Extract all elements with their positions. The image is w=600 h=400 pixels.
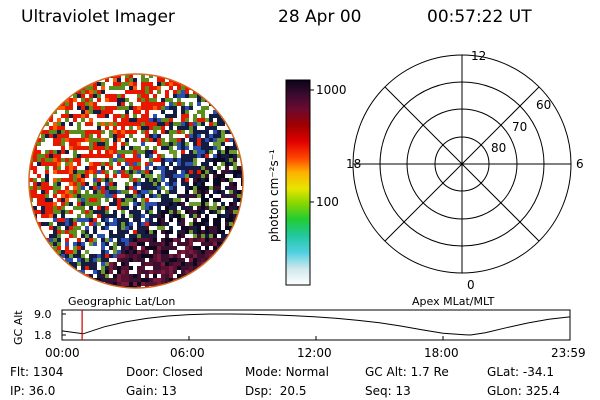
polar-diagonal-2 [384, 86, 540, 242]
timeline-ytick-low: 1.8 [34, 329, 52, 342]
timeline-xtick-2359: 23:59 [551, 346, 586, 360]
time-label: 00:57:22 UT [427, 7, 532, 27]
info-dsp: Dsp: 20.5 [245, 385, 307, 397]
info-seq-label: Seq: [365, 384, 392, 398]
info-ip: IP: 36.0 [10, 385, 55, 397]
timeline-xtick-1200: 12:00 [297, 346, 332, 360]
info-mode-value: Normal [285, 365, 329, 379]
info-door-label: Door: [126, 365, 159, 379]
colorbar-gradient [285, 79, 311, 286]
timeline-left-title: Geographic Lat/Lon [68, 295, 176, 308]
info-door: Door: Closed [126, 366, 203, 378]
info-door-value: Closed [162, 365, 203, 379]
info-gain-value: 13 [161, 384, 177, 398]
info-glat-label: GLat: [487, 365, 520, 379]
polar-label-80: 80 [491, 141, 507, 155]
disk-pixels [29, 74, 243, 288]
info-ip-label: IP: [10, 384, 25, 398]
timeline-right-title: Apex MLat/MLT [412, 295, 495, 308]
info-glat: GLat: -34.1 [487, 366, 554, 378]
info-flt: Flt: 1304 [10, 366, 63, 378]
info-flt-label: Flt: [10, 365, 29, 379]
info-dsp-value: 20.5 [279, 384, 307, 398]
colorbar-label-100: 100 [316, 195, 339, 209]
polar-label-70: 70 [512, 120, 528, 134]
info-glon-value: 325.4 [525, 384, 560, 398]
timeline-ytick-high: 9.0 [34, 308, 52, 321]
altitude-line [61, 313, 570, 336]
info-gcalt-value: 1.7 Re [410, 365, 449, 379]
date-label: 28 Apr 00 [278, 7, 362, 27]
aurora-image-disk [28, 73, 244, 289]
polar-label-6: 6 [576, 157, 584, 171]
timeline-xtick-0600: 06:00 [170, 346, 205, 360]
timeline-plot [61, 309, 571, 341]
disk-outline [28, 73, 244, 289]
info-ip-value: 36.0 [28, 384, 56, 398]
timeline-xtick-0000: 00:00 [45, 346, 80, 360]
info-glon-label: GLon: [487, 384, 522, 398]
polar-label-12: 12 [471, 49, 487, 63]
timeline-ylabel: GC Alt [12, 310, 25, 345]
info-seq: Seq: 13 [365, 385, 411, 397]
timeline-xtick-1800: 18:00 [424, 346, 459, 360]
timeline-x-tick-marks [61, 336, 571, 340]
info-glat-value: -34.1 [522, 365, 554, 379]
instrument-title: Ultraviolet Imager [21, 7, 175, 27]
info-flt-value: 1304 [32, 365, 64, 379]
info-seq-value: 13 [395, 384, 411, 398]
polar-plot [352, 54, 572, 274]
polar-label-0: 0 [467, 278, 475, 292]
info-mode: Mode: Normal [245, 366, 329, 378]
info-mode-label: Mode: [245, 365, 282, 379]
info-gcalt: GC Alt: 1.7 Re [365, 366, 449, 378]
info-gain-label: Gain: [126, 384, 158, 398]
colorbar-unit-label: photon cm⁻²s⁻¹ [267, 149, 281, 242]
info-glon: GLon: 325.4 [487, 385, 560, 397]
timeline-frame [61, 309, 571, 341]
info-gcalt-label: GC Alt: [365, 365, 407, 379]
polar-label-60: 60 [536, 98, 552, 112]
colorbar-label-1000: 1000 [316, 83, 347, 97]
colorbar [285, 79, 314, 286]
polar-label-18: 18 [346, 157, 362, 171]
info-dsp-label: Dsp: [245, 384, 273, 398]
info-gain: Gain: 13 [126, 385, 177, 397]
